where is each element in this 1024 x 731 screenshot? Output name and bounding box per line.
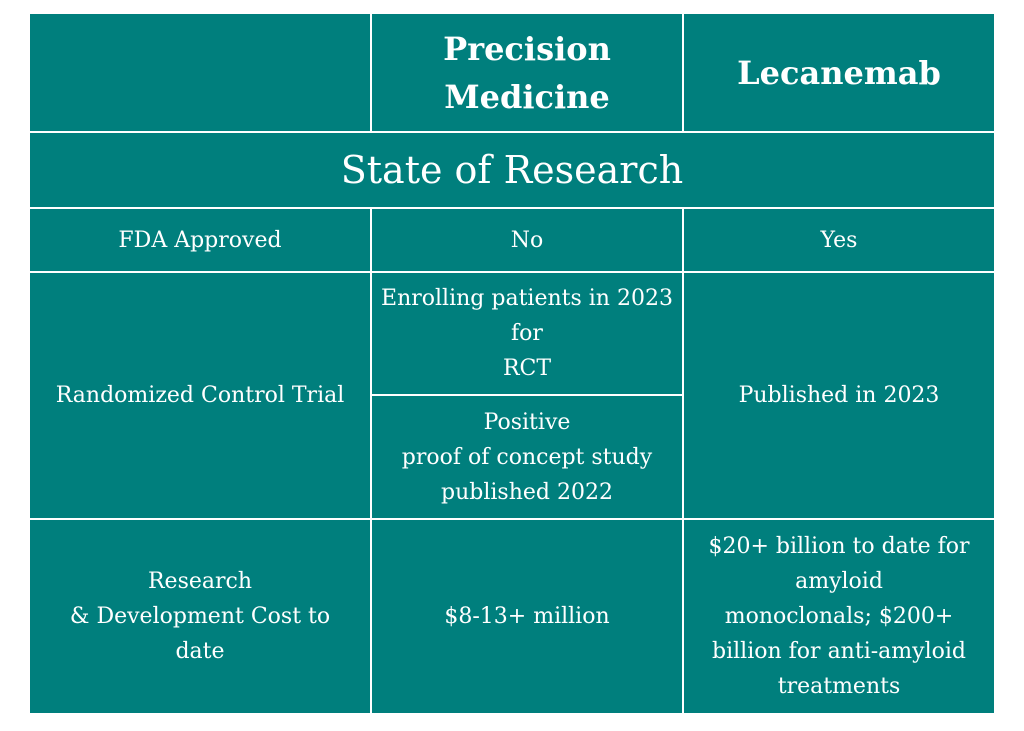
header-precision-medicine: Precision Medicine (372, 14, 682, 131)
row-label-fda-approved: FDA Approved (30, 209, 370, 271)
header-corner-cell (30, 14, 370, 131)
cost-lecanemab-value: $20+ billion to date for amyloid monoclo… (684, 520, 994, 713)
fda-lecanemab-value: Yes (684, 209, 994, 271)
row-label-rd-cost: Research & Development Cost to date (30, 520, 370, 713)
comparison-table: Precision Medicine Lecanemab State of Re… (30, 14, 994, 717)
rct-precision-medicine-enrolling: Enrolling patients in 2023 for RCT (372, 273, 682, 394)
cost-precision-medicine-value: $8-13+ million (372, 520, 682, 713)
fda-precision-medicine-value: No (372, 209, 682, 271)
rct-lecanemab-value: Published in 2023 (684, 273, 994, 518)
row-label-randomized-control-trial: Randomized Control Trial (30, 273, 370, 518)
rct-precision-medicine-proof-of-concept: Positive proof of concept study publishe… (372, 396, 682, 518)
section-title: State of Research (30, 133, 994, 207)
header-lecanemab: Lecanemab (684, 14, 994, 131)
